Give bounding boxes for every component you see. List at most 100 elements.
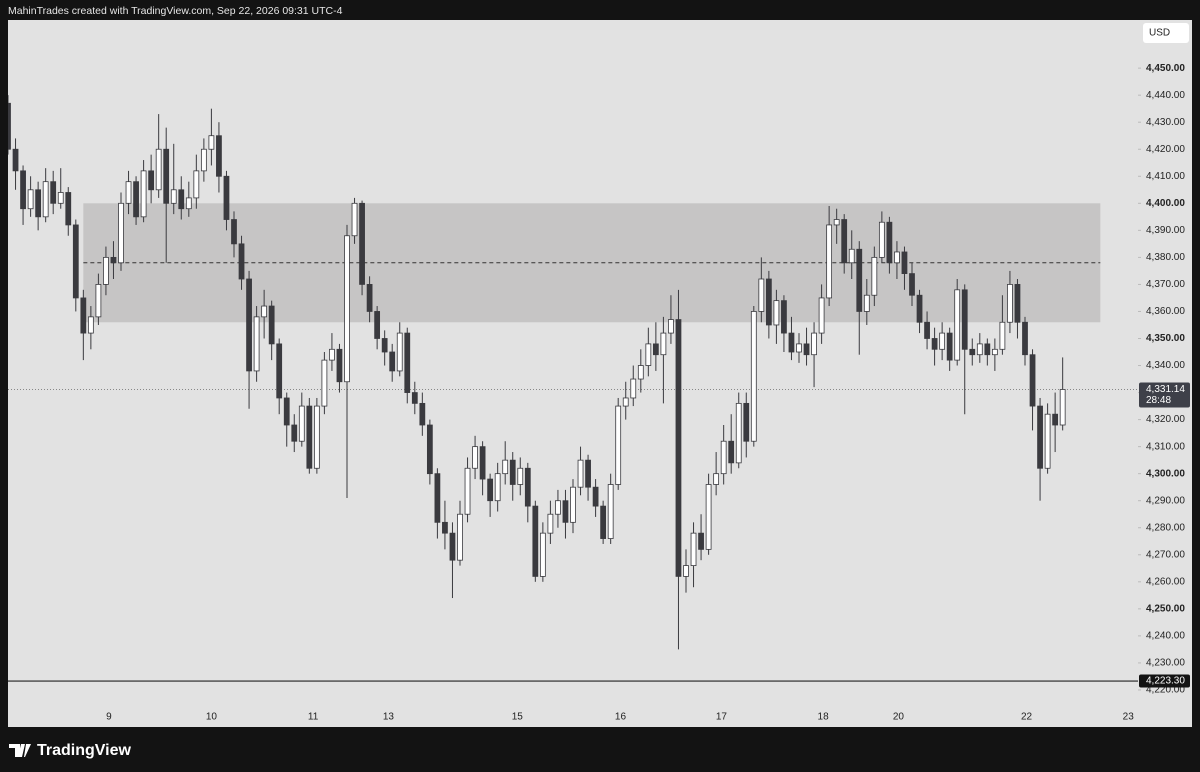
candle bbox=[359, 200, 365, 296]
candle-body bbox=[464, 467, 471, 515]
candle-body bbox=[645, 343, 652, 366]
header-text: MahinTrades created with TradingView.com… bbox=[8, 5, 343, 17]
candle bbox=[351, 197, 358, 244]
candle-body bbox=[118, 202, 124, 264]
candle-body bbox=[103, 256, 109, 285]
y-tick-label: 4,380.00 bbox=[1146, 252, 1185, 263]
candle-body bbox=[200, 148, 207, 172]
candle-body bbox=[818, 297, 825, 334]
candle bbox=[570, 479, 576, 534]
candle-body bbox=[148, 170, 155, 191]
candle-body bbox=[1022, 321, 1028, 356]
candle bbox=[216, 122, 222, 193]
candle-body bbox=[502, 459, 509, 475]
candle bbox=[193, 154, 200, 209]
candle bbox=[42, 168, 49, 223]
candle bbox=[509, 452, 516, 501]
candle-body bbox=[306, 405, 313, 469]
candle bbox=[1007, 270, 1013, 334]
candle-body bbox=[336, 348, 343, 383]
candle bbox=[163, 127, 170, 263]
candle-body bbox=[163, 148, 170, 204]
candle-body bbox=[1007, 284, 1013, 323]
candle-body bbox=[1029, 354, 1036, 407]
candle-body bbox=[555, 500, 561, 515]
candle-body bbox=[796, 343, 802, 353]
candle-body bbox=[969, 348, 976, 356]
candle bbox=[118, 192, 124, 271]
candle bbox=[449, 522, 456, 599]
candle bbox=[313, 397, 320, 474]
currency: USD bbox=[1149, 28, 1170, 39]
candle bbox=[80, 289, 87, 361]
candle-body bbox=[457, 513, 463, 561]
candle bbox=[615, 397, 622, 490]
candle-body bbox=[592, 486, 599, 507]
candle-body bbox=[720, 440, 727, 475]
candle bbox=[547, 500, 554, 544]
candle-body bbox=[12, 148, 19, 172]
candle-body bbox=[381, 338, 388, 353]
candle bbox=[110, 241, 117, 280]
candle-body bbox=[208, 135, 215, 150]
candle bbox=[690, 522, 697, 588]
candle bbox=[329, 333, 335, 371]
x-tick-label: 10 bbox=[206, 712, 218, 723]
candle bbox=[494, 462, 501, 512]
candle bbox=[652, 322, 659, 371]
candle bbox=[532, 500, 539, 582]
candle bbox=[103, 246, 109, 296]
y-tick-label: 4,290.00 bbox=[1146, 495, 1185, 506]
candle-body bbox=[539, 532, 546, 577]
price-axis: 4,220.00 4,230.00 4,240.00 4,250.00 4,260.00… bbox=[1138, 63, 1185, 696]
candle bbox=[818, 284, 825, 344]
candle bbox=[366, 276, 373, 323]
y-tick-label: 4,370.00 bbox=[1146, 279, 1185, 290]
candle-body bbox=[856, 248, 863, 312]
candle bbox=[976, 333, 983, 363]
candle bbox=[863, 279, 870, 325]
candle bbox=[27, 176, 34, 217]
candle-body bbox=[600, 505, 607, 539]
candle bbox=[841, 214, 848, 274]
countdown-label: 28:48 bbox=[1146, 395, 1171, 406]
candle-body bbox=[291, 424, 298, 442]
candle bbox=[1022, 316, 1028, 366]
last-price-tag bbox=[1139, 382, 1190, 408]
candle-body bbox=[57, 192, 64, 204]
candle-body bbox=[80, 297, 87, 334]
candle bbox=[909, 262, 915, 307]
candle-body bbox=[298, 405, 305, 442]
candle bbox=[1029, 349, 1036, 431]
y-tick-label: 4,400.00 bbox=[1146, 198, 1185, 209]
candle-body bbox=[758, 278, 765, 312]
candle-body bbox=[698, 532, 704, 550]
candle-body bbox=[637, 365, 644, 380]
candle bbox=[946, 327, 953, 371]
candle bbox=[637, 349, 644, 393]
y-tick-label: 4,430.00 bbox=[1146, 117, 1185, 128]
candle-body bbox=[991, 348, 998, 356]
candle-body bbox=[750, 311, 757, 442]
candle-body bbox=[246, 278, 252, 372]
candle-body bbox=[894, 251, 900, 264]
candle bbox=[87, 306, 94, 350]
candle-body bbox=[1037, 405, 1043, 469]
candle bbox=[939, 322, 946, 361]
candle-body bbox=[630, 378, 637, 399]
candle bbox=[668, 295, 674, 344]
y-tick-label: 4,410.00 bbox=[1146, 171, 1185, 182]
candle bbox=[336, 343, 343, 393]
candle-body bbox=[999, 321, 1006, 350]
candle bbox=[306, 397, 313, 474]
y-tick-label: 4,340.00 bbox=[1146, 360, 1185, 371]
candle-body bbox=[329, 348, 335, 361]
level-label: 4,223.30 bbox=[1146, 676, 1185, 687]
candle bbox=[758, 257, 765, 323]
candle bbox=[464, 457, 471, 523]
candle-body bbox=[705, 484, 712, 550]
candle-body bbox=[524, 467, 531, 507]
candle bbox=[773, 289, 780, 344]
candle-body bbox=[871, 256, 878, 296]
candle-body bbox=[607, 484, 614, 539]
